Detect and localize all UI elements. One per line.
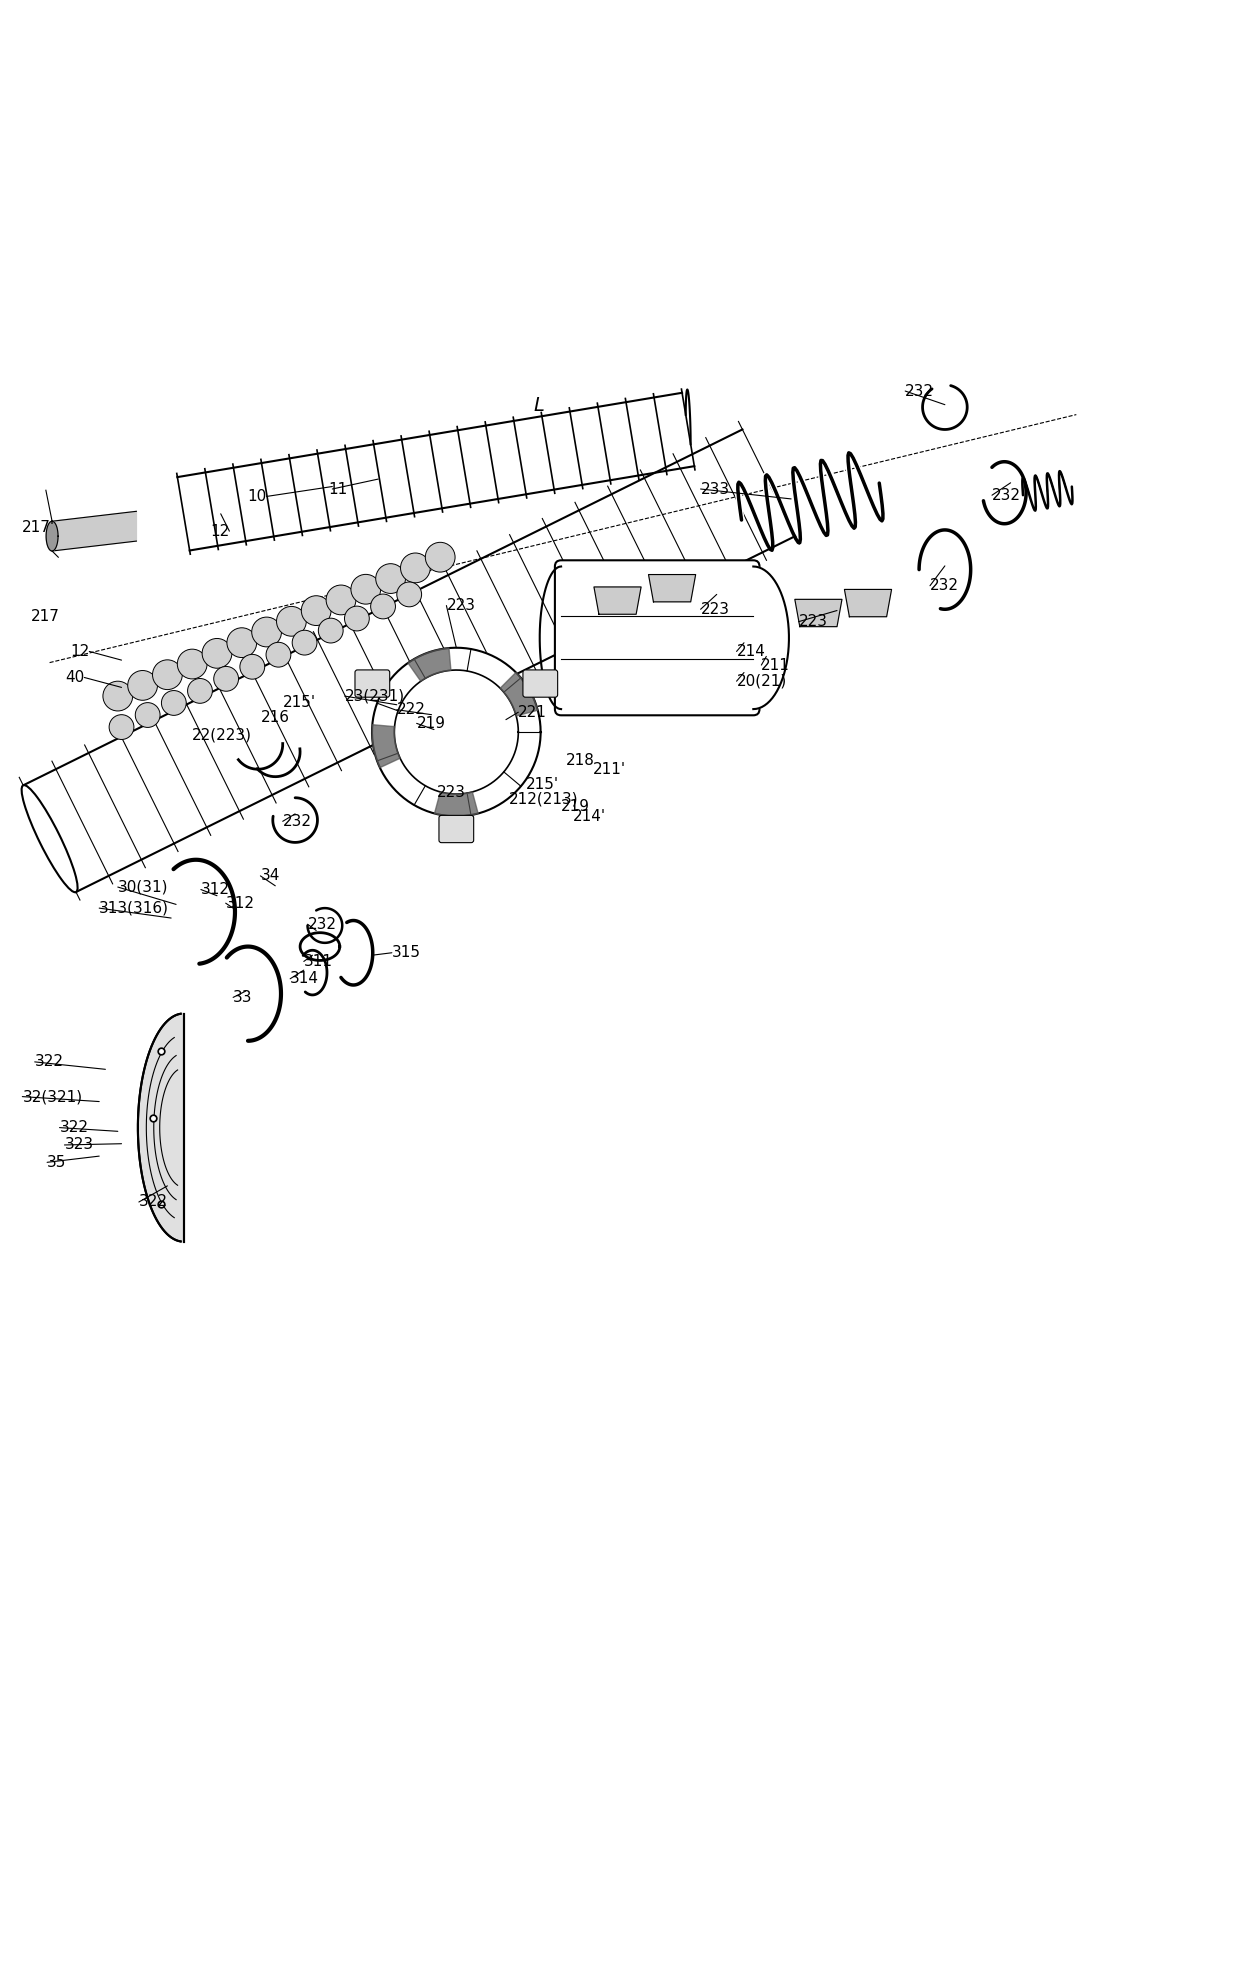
Text: 323: 323 <box>64 1137 93 1152</box>
Text: 216: 216 <box>260 709 289 725</box>
Circle shape <box>227 628 257 658</box>
Circle shape <box>161 691 186 715</box>
Text: 233: 233 <box>701 481 729 496</box>
Polygon shape <box>649 575 696 603</box>
Circle shape <box>371 595 396 619</box>
Text: 232: 232 <box>905 384 934 398</box>
FancyBboxPatch shape <box>355 670 389 697</box>
Polygon shape <box>844 589 892 617</box>
Text: 22(223): 22(223) <box>192 727 252 743</box>
Circle shape <box>135 703 160 727</box>
Text: 315: 315 <box>392 946 420 959</box>
Polygon shape <box>500 672 538 715</box>
Text: 232: 232 <box>992 489 1021 502</box>
Circle shape <box>202 638 232 668</box>
Polygon shape <box>138 1013 184 1241</box>
Polygon shape <box>372 648 541 816</box>
Text: 223: 223 <box>446 599 475 613</box>
Polygon shape <box>795 599 842 626</box>
Polygon shape <box>594 587 641 615</box>
Text: 322: 322 <box>60 1121 88 1135</box>
Text: 219: 219 <box>417 715 445 731</box>
Text: 215': 215' <box>526 776 559 792</box>
Text: 11: 11 <box>329 481 348 496</box>
Text: L: L <box>534 396 544 416</box>
Text: 10: 10 <box>247 489 267 504</box>
Circle shape <box>239 654 264 680</box>
Text: 223: 223 <box>701 601 729 617</box>
Circle shape <box>401 554 430 583</box>
Circle shape <box>351 575 381 605</box>
Circle shape <box>301 595 331 626</box>
FancyBboxPatch shape <box>523 670 558 697</box>
Text: 20(21): 20(21) <box>737 674 787 689</box>
Text: 232: 232 <box>308 916 336 932</box>
Polygon shape <box>434 792 479 816</box>
Text: 311: 311 <box>304 953 332 969</box>
Text: 322: 322 <box>139 1194 167 1210</box>
Circle shape <box>177 650 207 680</box>
Circle shape <box>397 581 422 607</box>
Text: 221: 221 <box>518 705 547 719</box>
Text: 312: 312 <box>201 883 229 896</box>
FancyBboxPatch shape <box>556 559 759 715</box>
Circle shape <box>319 619 343 642</box>
FancyBboxPatch shape <box>439 816 474 843</box>
Text: 215': 215' <box>283 695 316 709</box>
Circle shape <box>128 670 157 699</box>
Text: 214': 214' <box>573 810 606 823</box>
Text: 40: 40 <box>64 670 84 686</box>
Text: 218: 218 <box>565 753 594 768</box>
Text: 217': 217' <box>22 520 56 536</box>
Text: 217: 217 <box>31 609 60 624</box>
Text: 214: 214 <box>737 644 765 658</box>
Text: 33: 33 <box>233 989 253 1005</box>
Text: 35: 35 <box>47 1154 67 1170</box>
Circle shape <box>425 542 455 571</box>
Circle shape <box>109 715 134 739</box>
Text: 211: 211 <box>761 658 790 672</box>
Text: 34: 34 <box>260 869 280 883</box>
Circle shape <box>277 607 306 636</box>
Text: 223: 223 <box>436 786 465 800</box>
Text: 12: 12 <box>210 524 229 538</box>
Text: 12: 12 <box>69 644 89 658</box>
Circle shape <box>326 585 356 615</box>
Text: 223: 223 <box>799 615 827 628</box>
Circle shape <box>213 666 238 691</box>
Text: 313(316): 313(316) <box>99 900 169 916</box>
Text: 222: 222 <box>397 701 425 717</box>
Circle shape <box>293 630 317 656</box>
Text: 232: 232 <box>283 814 311 829</box>
Text: 32(321): 32(321) <box>22 1089 82 1103</box>
Polygon shape <box>52 512 136 552</box>
Text: 312: 312 <box>226 896 254 910</box>
Circle shape <box>153 660 182 690</box>
Text: 314: 314 <box>290 971 319 987</box>
Text: 211': 211' <box>593 762 626 776</box>
Text: 322: 322 <box>35 1054 63 1070</box>
Ellipse shape <box>21 786 78 892</box>
Polygon shape <box>754 567 789 709</box>
Circle shape <box>252 617 281 646</box>
Circle shape <box>376 563 405 593</box>
Text: 232: 232 <box>930 579 959 593</box>
Polygon shape <box>46 522 58 552</box>
Text: 219: 219 <box>560 800 589 814</box>
Circle shape <box>345 607 370 630</box>
Circle shape <box>103 682 133 711</box>
Text: 30(31): 30(31) <box>118 879 169 894</box>
Text: 212(213): 212(213) <box>508 792 578 806</box>
Polygon shape <box>372 725 401 768</box>
Polygon shape <box>408 648 451 682</box>
Text: 23(231): 23(231) <box>345 690 404 703</box>
Circle shape <box>267 642 291 668</box>
Circle shape <box>187 678 212 703</box>
